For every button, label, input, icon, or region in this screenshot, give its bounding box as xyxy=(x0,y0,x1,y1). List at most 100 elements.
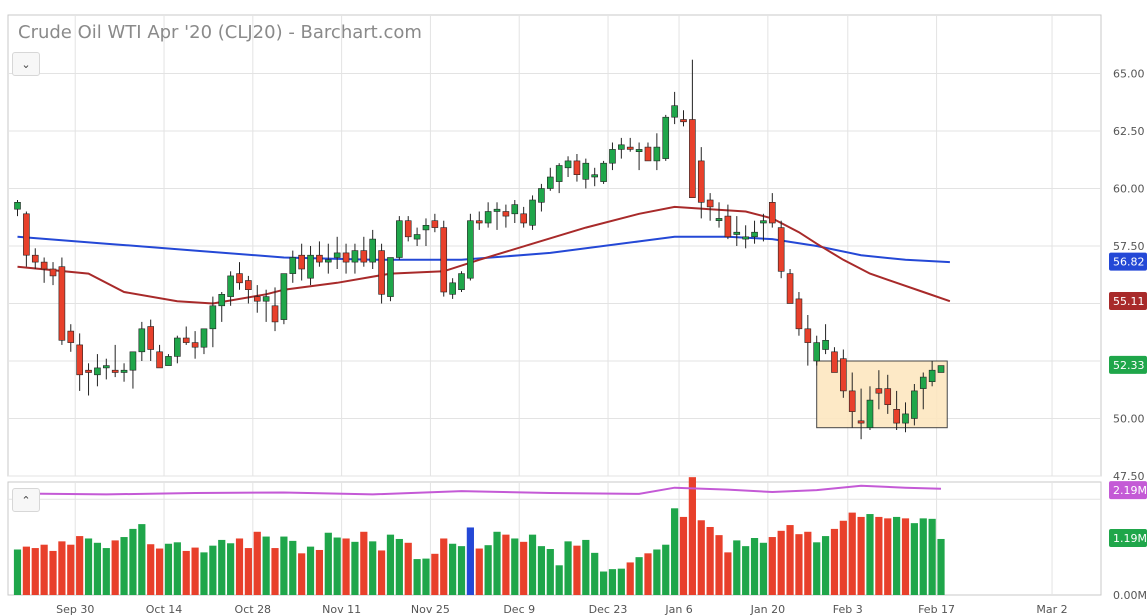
volume-bar xyxy=(901,518,910,595)
volume-bar xyxy=(422,558,430,595)
candle-body xyxy=(777,227,785,272)
candle-body xyxy=(289,257,297,274)
candle-body xyxy=(404,220,412,238)
volume-bar xyxy=(626,562,634,595)
volume-bar xyxy=(484,545,492,595)
volume-bar xyxy=(49,550,57,595)
volume-bar xyxy=(520,541,528,595)
candle-body xyxy=(236,273,243,284)
candle-body xyxy=(538,188,545,203)
moving-average-short-line xyxy=(17,205,951,305)
candle-body xyxy=(369,238,377,263)
x-tick-label: Mar 2 xyxy=(1036,603,1067,616)
volume-bar xyxy=(413,559,421,595)
expand-button[interactable]: ⌃ xyxy=(12,488,40,512)
candle-body xyxy=(573,160,581,175)
y-tick-label: 57.50 xyxy=(1113,240,1145,253)
candle-body xyxy=(227,275,234,297)
x-tick-label: Dec 9 xyxy=(503,603,535,616)
volume-bar xyxy=(599,571,608,595)
volume-bar xyxy=(919,518,927,595)
volume-bar xyxy=(893,516,901,595)
volume-bar xyxy=(617,568,625,595)
candle-body xyxy=(609,149,616,164)
volume-bar xyxy=(351,541,359,595)
volume-panel-frame xyxy=(7,481,1102,596)
volume-bar xyxy=(298,553,306,595)
collapse-button[interactable]: ⌄ xyxy=(12,52,40,76)
volume-bar xyxy=(608,569,617,595)
volume-bar xyxy=(138,524,146,595)
volume-bar xyxy=(884,518,892,595)
volume-bar xyxy=(67,544,75,595)
x-tick-label: Feb 3 xyxy=(833,603,863,616)
candle-body xyxy=(413,234,421,240)
volume-bar xyxy=(750,538,759,595)
volume-bar xyxy=(777,530,785,595)
candle-body xyxy=(822,339,829,350)
candle-body xyxy=(253,296,261,302)
candle-body xyxy=(911,390,918,419)
volume-bar xyxy=(866,514,874,595)
volume-bar xyxy=(93,542,102,595)
volume-bar xyxy=(120,537,128,595)
candle-body xyxy=(76,344,83,376)
candle-body xyxy=(937,365,945,373)
candle-body xyxy=(919,376,927,389)
candle-body xyxy=(804,328,812,343)
candle-body xyxy=(475,220,483,224)
candle-body xyxy=(600,162,607,182)
candle-body xyxy=(58,266,66,341)
x-tick-label: Oct 14 xyxy=(146,603,183,616)
volume-bar xyxy=(662,544,670,595)
candle-body xyxy=(813,342,821,362)
volume-bar xyxy=(591,552,599,595)
volume-bar xyxy=(395,538,403,595)
candle-body xyxy=(422,225,430,231)
price-badge-2-bg xyxy=(1109,355,1147,374)
volume-bar xyxy=(635,557,643,595)
candle-body xyxy=(564,160,572,169)
candle-body xyxy=(387,257,394,297)
candle-body xyxy=(715,218,723,221)
volume-badge-1-bg xyxy=(1109,529,1147,547)
candle-body xyxy=(165,356,172,366)
candle-body xyxy=(449,282,456,295)
candle-body xyxy=(591,174,599,178)
volume-bar xyxy=(511,538,519,595)
candle-body xyxy=(502,211,510,217)
volume-bar xyxy=(218,539,226,595)
candle-body xyxy=(768,202,776,224)
volume-bar xyxy=(839,520,847,595)
volume-bar xyxy=(457,546,466,595)
candle-body xyxy=(724,215,732,238)
volume-bar xyxy=(475,548,483,595)
volume-bar xyxy=(688,477,696,595)
volume-bar xyxy=(324,532,332,595)
x-tick-label: Oct 28 xyxy=(235,603,272,616)
volume-bar xyxy=(182,550,190,595)
volume-bar xyxy=(564,541,572,595)
candle-body xyxy=(697,160,705,203)
volume-bar xyxy=(830,528,839,595)
volume-bar xyxy=(759,542,768,595)
candle-body xyxy=(653,146,661,162)
candle-body xyxy=(200,328,208,348)
candle-body xyxy=(733,231,741,235)
volume-bar xyxy=(377,550,386,595)
volume-bar xyxy=(386,534,395,595)
volume-bar xyxy=(13,549,22,595)
volume-bar xyxy=(111,540,119,595)
volume-bar xyxy=(848,512,856,595)
volume-bar xyxy=(697,520,705,595)
candle-body xyxy=(511,204,519,215)
candle-body xyxy=(928,369,936,383)
volume-bar xyxy=(244,548,252,595)
x-tick-label: Feb 17 xyxy=(918,603,955,616)
volume-bar xyxy=(573,545,581,595)
volume-bar xyxy=(804,531,812,595)
candle-body xyxy=(342,252,350,263)
volume-bar xyxy=(875,516,883,595)
candle-body xyxy=(840,358,847,392)
